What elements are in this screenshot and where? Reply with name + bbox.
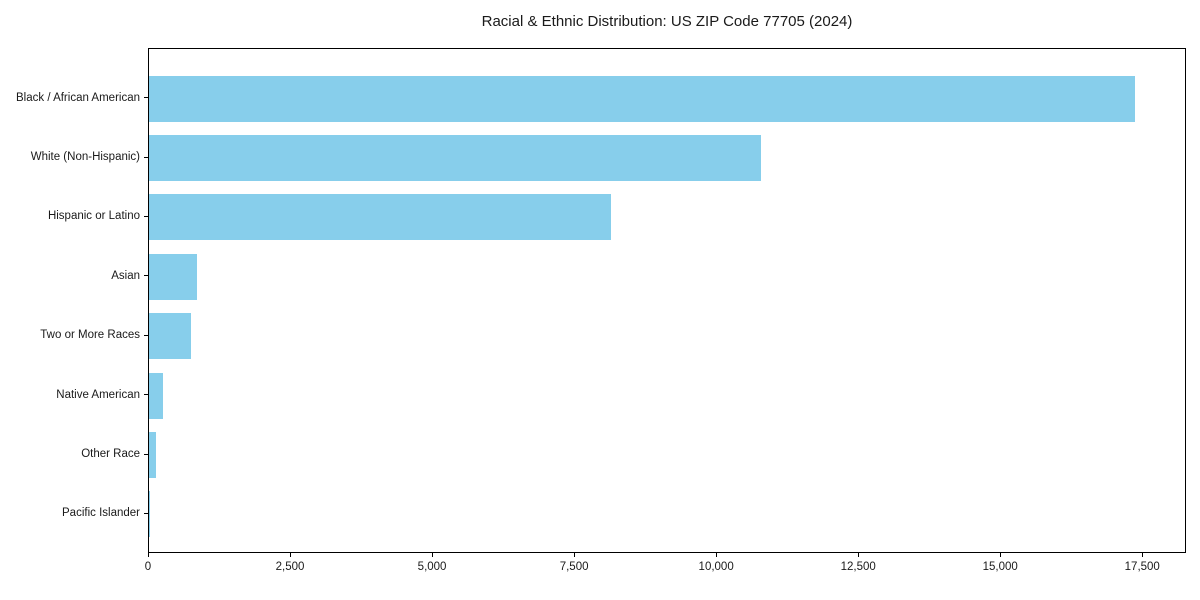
y-tick-row: Hispanic or Latino bbox=[0, 187, 148, 246]
y-tick-mark bbox=[144, 215, 148, 217]
y-tick-label: Native American bbox=[56, 388, 140, 401]
plot-area bbox=[148, 48, 1186, 553]
y-tick-label: Pacific Islander bbox=[62, 507, 140, 520]
bar-5 bbox=[149, 372, 164, 419]
bar-row bbox=[149, 69, 1185, 128]
y-tick-label: Asian bbox=[111, 269, 140, 282]
y-tick-mark bbox=[144, 512, 148, 514]
x-tick-mark bbox=[1000, 553, 1002, 557]
x-tick-mark bbox=[1142, 553, 1144, 557]
y-tick-label: Hispanic or Latino bbox=[47, 210, 140, 223]
y-tick-row: Other Race bbox=[0, 424, 148, 483]
y-tick-mark bbox=[144, 453, 148, 455]
bar-3 bbox=[149, 253, 198, 300]
y-tick-row: Pacific Islander bbox=[0, 484, 148, 543]
x-tick-label: 2,500 bbox=[275, 561, 305, 573]
bars-container bbox=[149, 49, 1185, 552]
x-axis: 0 2,500 5,000 7,500 10,000 12,500 15,000 17,500 bbox=[0, 553, 1200, 593]
bar-row bbox=[149, 128, 1185, 187]
y-tick-label: White (Non-Hispanic) bbox=[30, 151, 140, 164]
y-tick-mark bbox=[144, 275, 148, 277]
x-tick-label: 17,500 bbox=[1124, 561, 1160, 573]
x-tick-mark bbox=[148, 553, 149, 557]
x-tick-mark bbox=[716, 553, 718, 557]
y-tick-label: Black / African American bbox=[16, 91, 140, 104]
y-tick-mark bbox=[144, 97, 148, 99]
y-tick-row: White (Non-Hispanic) bbox=[0, 127, 148, 186]
bar-1 bbox=[149, 135, 761, 182]
x-tick-label: 0 bbox=[144, 561, 152, 573]
bar-7 bbox=[149, 491, 150, 538]
bar-2 bbox=[149, 194, 612, 241]
y-tick-row: Black / African American bbox=[0, 68, 148, 127]
bar-6 bbox=[149, 432, 156, 479]
x-tick-label: 15,000 bbox=[982, 561, 1018, 573]
bar-row bbox=[149, 425, 1185, 484]
y-tick-row: Two or More Races bbox=[0, 306, 148, 365]
x-tick-label: 12,500 bbox=[840, 561, 876, 573]
x-tick-label: 10,000 bbox=[698, 561, 734, 573]
x-tick-label: 5,000 bbox=[417, 561, 447, 573]
bar-row bbox=[149, 247, 1185, 306]
x-tick-label: 7,500 bbox=[559, 561, 589, 573]
y-tick-label: Two or More Races bbox=[40, 329, 140, 342]
bar-4 bbox=[149, 313, 191, 360]
y-axis-labels: Black / African American White (Non-Hispa… bbox=[0, 48, 148, 553]
bar-row bbox=[149, 307, 1185, 366]
x-tick-mark bbox=[290, 553, 292, 557]
y-tick-label: Other Race bbox=[81, 448, 140, 461]
bar-row bbox=[149, 485, 1185, 544]
x-tick-mark bbox=[432, 553, 434, 557]
y-tick-mark bbox=[144, 334, 148, 336]
chart-title: Racial & Ethnic Distribution: US ZIP Cod… bbox=[481, 13, 853, 30]
y-tick-row: Asian bbox=[0, 246, 148, 305]
y-tick-mark bbox=[144, 394, 148, 396]
y-tick-mark bbox=[144, 156, 148, 158]
bar-row bbox=[149, 188, 1185, 247]
x-tick-mark bbox=[574, 553, 576, 557]
y-tick-row: Native American bbox=[0, 365, 148, 424]
bar-0 bbox=[149, 75, 1135, 122]
x-tick-mark bbox=[858, 553, 860, 557]
bar-row bbox=[149, 366, 1185, 425]
